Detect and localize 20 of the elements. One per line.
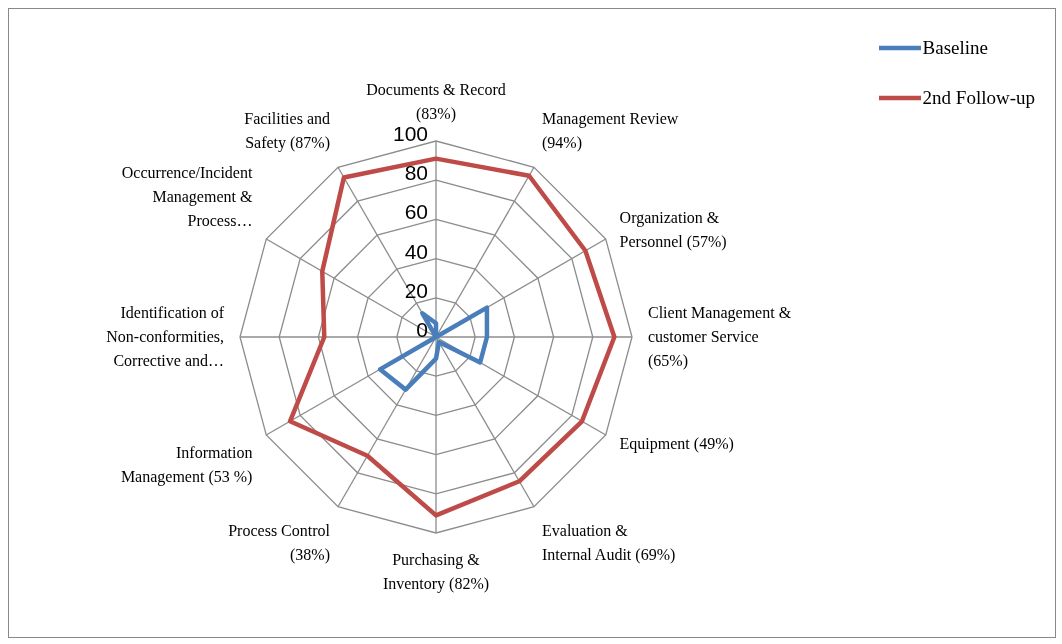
legend-label: 2nd Follow-up <box>922 87 1035 109</box>
y-tick-label: 100 <box>392 122 428 145</box>
spoke-label: Management Review (94%) <box>542 109 679 152</box>
spoke-label: Process Control (38%) <box>228 522 331 565</box>
spoke-label: Identification of Non-conformities, Corrective and… <box>106 304 225 369</box>
spoke-label: Information Management (53 %) <box>120 444 253 486</box>
spoke-label: Facilities and Safety (87%) <box>244 109 330 152</box>
y-tick-label: 60 <box>404 200 428 224</box>
spoke-label: Purchasing & Inventory (82%) <box>382 551 490 593</box>
y-tick-label: 20 <box>404 278 428 302</box>
spoke-label: Documents & Record (83%) <box>366 81 506 123</box>
legend-label: Baseline <box>922 37 988 59</box>
y-tick-label: 40 <box>404 239 428 263</box>
y-tick-label: 80 <box>404 161 428 185</box>
spoke-label: Client Management & customer Service (65%) <box>648 304 792 370</box>
spoke-label: Evaluation & Internal Audit (69%) <box>542 522 676 565</box>
spoke-label: Equipment (49%) <box>619 435 734 453</box>
spoke-label: Occurrence/Incident Management & Process… <box>121 164 253 229</box>
spoke-label: Organization & Personnel (57%) <box>619 209 727 251</box>
y-tick-label: 0 <box>416 318 428 341</box>
